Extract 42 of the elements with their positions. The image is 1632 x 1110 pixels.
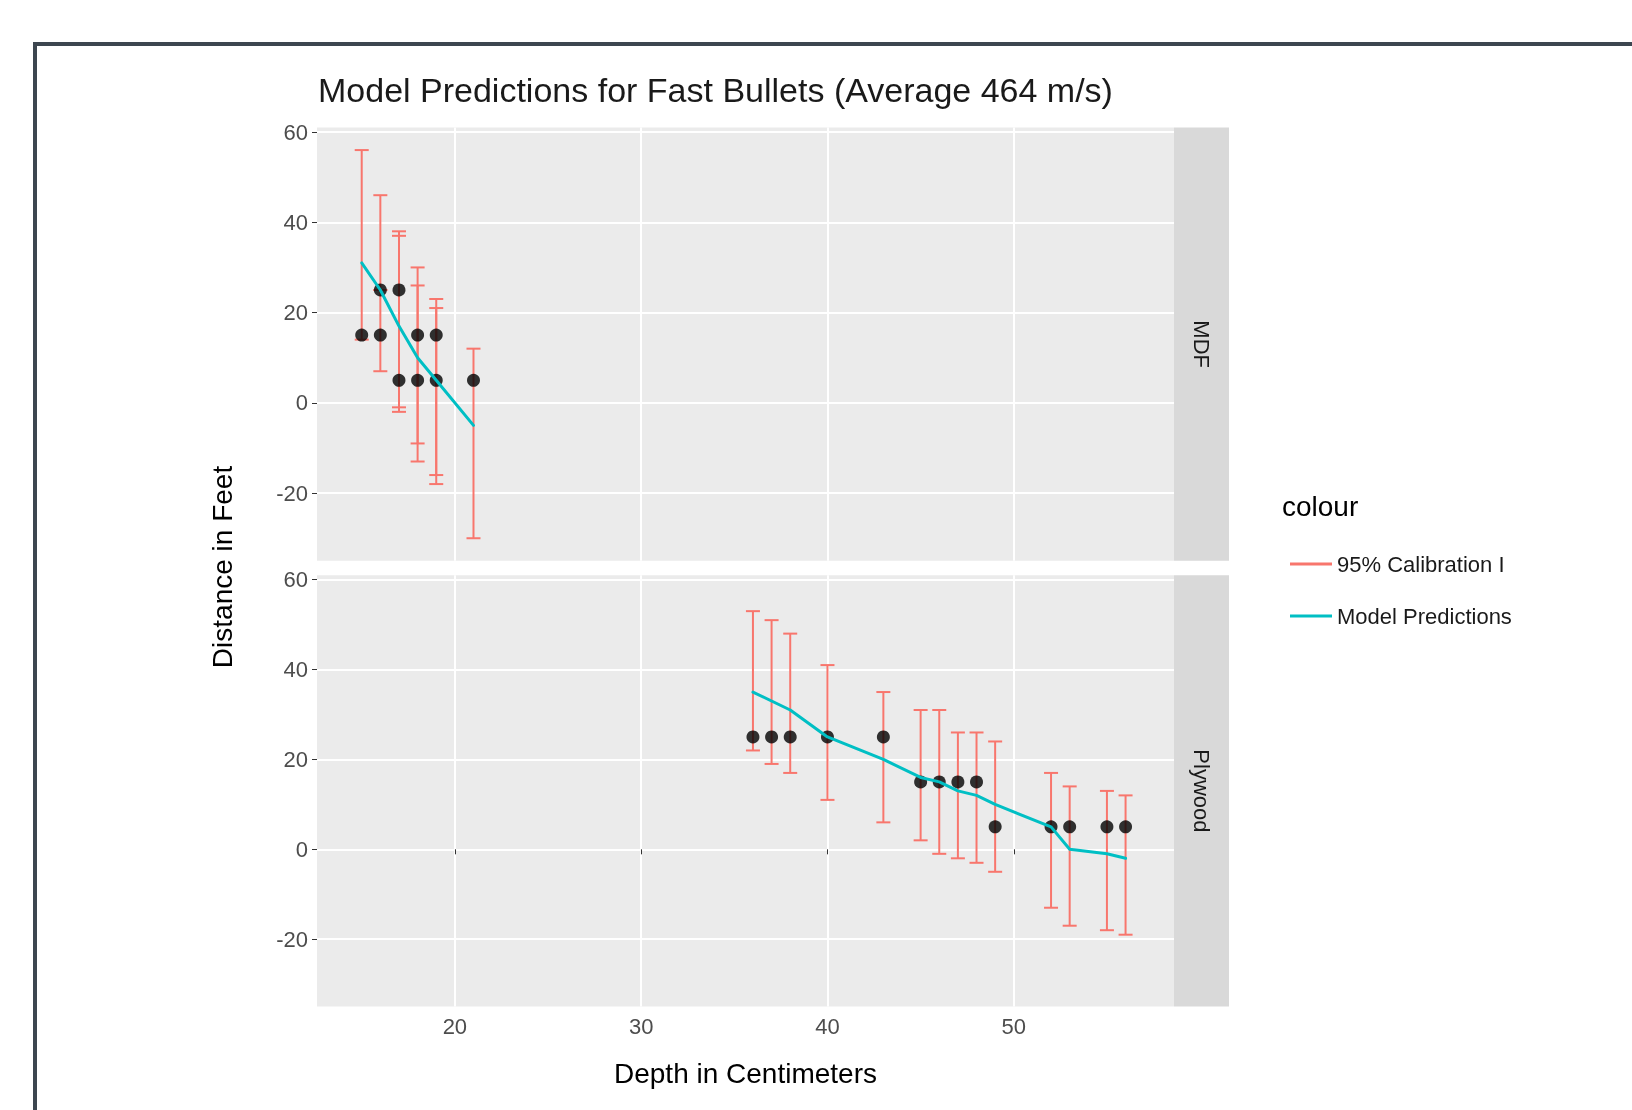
- y-tick-label: 20: [283, 746, 308, 772]
- point: [392, 283, 406, 297]
- point: [429, 328, 443, 342]
- point: [951, 775, 965, 789]
- y-tick-label: -20: [276, 480, 308, 506]
- y-tick-label: 60: [283, 567, 308, 593]
- legend-label: Model Predictions: [1337, 603, 1512, 629]
- y-tick-label: 40: [283, 209, 308, 235]
- point: [411, 373, 425, 387]
- legend-title: colour: [1282, 490, 1359, 522]
- x-tick-label: 20: [442, 1014, 468, 1040]
- text: Plywood: [1189, 749, 1214, 833]
- point: [765, 730, 779, 744]
- text: MDF: [1189, 320, 1214, 368]
- y-tick-label: -20: [276, 926, 308, 952]
- x-tick-label: 50: [1001, 1014, 1027, 1040]
- point: [467, 373, 480, 387]
- text: 95% Calibration I: [1337, 551, 1505, 577]
- point: [876, 730, 890, 744]
- point: [746, 730, 760, 744]
- x-tick-label: 30: [628, 1014, 654, 1040]
- y-tick-label: 0: [295, 390, 308, 416]
- y-axis-title: Distance in Feet: [206, 465, 238, 669]
- point: [1063, 820, 1077, 834]
- point: [355, 328, 369, 342]
- line-series: [360, 261, 475, 427]
- y-tick-label: 60: [283, 119, 308, 145]
- point: [1119, 820, 1133, 834]
- y-tick-label: 40: [283, 657, 308, 683]
- x-axis-title: Depth in Centimeters: [613, 1057, 878, 1089]
- y-tick-label: 0: [295, 836, 308, 862]
- point: [988, 820, 1002, 834]
- y-tick-label: 20: [283, 300, 308, 326]
- chart-title: Model Predictions for Fast Bullets (Average 464 m/s): [318, 71, 1113, 109]
- line-series: [751, 690, 1128, 860]
- point: [392, 373, 406, 387]
- x-tick-label: 40: [815, 1014, 840, 1040]
- point: [411, 328, 425, 342]
- point: [1100, 820, 1114, 834]
- point: [783, 730, 797, 744]
- point: [373, 328, 387, 342]
- point: [970, 775, 984, 789]
